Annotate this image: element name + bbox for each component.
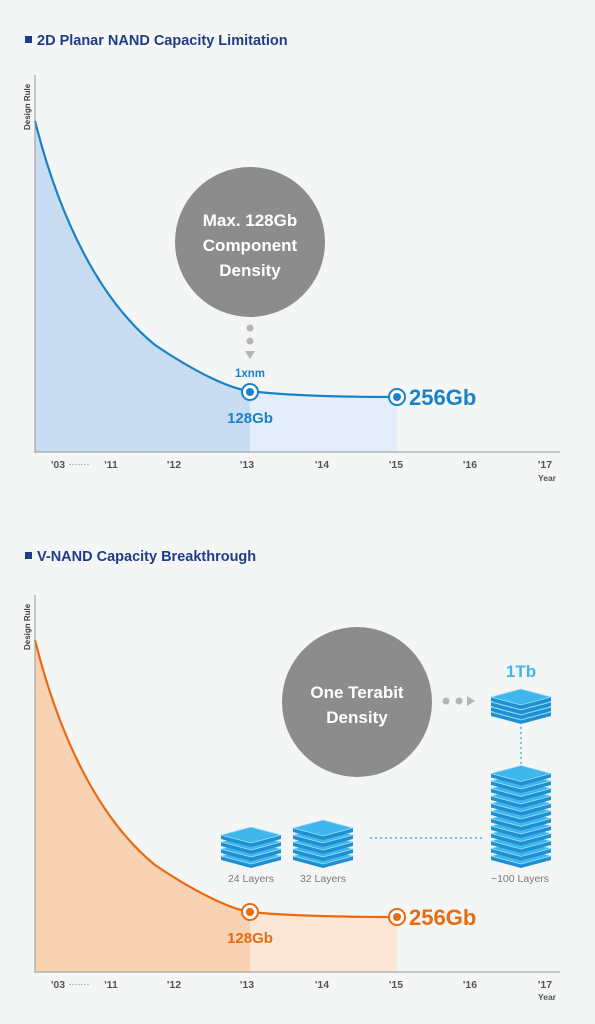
bubble-line-3: Density <box>219 261 281 280</box>
area-fill-light <box>250 912 397 972</box>
stack-label-24: 24 Layers <box>228 873 274 885</box>
arrow-right-icon <box>467 696 475 706</box>
process-node-label: 1xnm <box>235 368 265 380</box>
stack-layer-side <box>293 856 353 868</box>
point-marker-inner <box>393 913 401 921</box>
bubble-text: One Terabit Density <box>310 683 404 727</box>
point-marker-inner <box>393 393 401 401</box>
x-tick-16: '16 <box>463 459 477 471</box>
arrow-down-icon <box>245 351 255 359</box>
stack-layer-side <box>491 788 551 801</box>
area-fill <box>35 640 250 972</box>
stack-layer-side <box>491 826 551 838</box>
x-tick-03: '03 <box>51 459 65 471</box>
stack-layer-side <box>491 773 551 786</box>
point-label-128gb: 128Gb <box>227 930 273 947</box>
stack-layer-side <box>491 702 551 714</box>
series-line <box>33 639 398 919</box>
dot <box>246 324 254 332</box>
callout-bubble <box>282 627 432 777</box>
bubble-line-2: Density <box>326 708 388 727</box>
x-tick-16: '16 <box>463 979 477 991</box>
chart-title: V-NAND Capacity Breakthrough <box>37 549 256 565</box>
bubble-line-2: Component <box>203 236 298 255</box>
x-tick-11: '11 <box>104 459 118 471</box>
stack-layer-side <box>293 842 353 854</box>
dot <box>246 337 254 345</box>
stack-layer <box>219 826 283 844</box>
stack-layer <box>489 688 553 706</box>
stack-layer-side <box>221 849 281 861</box>
point-label-128gb: 128Gb <box>227 410 273 427</box>
stack-layer-side <box>491 841 551 853</box>
point-label-256gb: 256Gb <box>409 385 476 410</box>
stack-layer-side <box>491 803 551 816</box>
stack-layer-side <box>491 697 551 709</box>
stack-layer-side <box>221 835 281 847</box>
dot <box>442 697 450 705</box>
title-marker <box>25 36 32 43</box>
y-axis-label: Design Rule <box>23 83 32 130</box>
stack-layer <box>489 765 553 782</box>
stack-layer-side <box>293 828 353 840</box>
x-tick-14: '14 <box>315 979 329 991</box>
callout-bubble <box>175 167 325 317</box>
vnand-chart: V-NAND Capacity Breakthrough Design Rule… <box>23 549 560 1002</box>
stack-layer-side <box>491 811 551 823</box>
stack-layer-side <box>491 856 551 868</box>
x-tick-17: '17 <box>538 459 552 471</box>
planar-nand-chart: 2D Planar NAND Capacity Limitation Desig… <box>23 33 560 483</box>
x-axis-label: Year <box>538 992 557 1002</box>
stack-layer-side <box>293 849 353 861</box>
x-tick-gap: ······· <box>69 979 90 989</box>
stack-layer-side <box>491 796 551 808</box>
x-tick-15: '15 <box>389 979 403 991</box>
stack-layer-side <box>491 818 551 831</box>
stack-layer-side <box>491 781 551 793</box>
title-marker <box>25 552 32 559</box>
stack-layer-side <box>293 835 353 847</box>
bubble-text: Max. 128Gb Component Density <box>203 211 298 280</box>
cell-stack-24-layers-icon <box>219 826 283 868</box>
x-axis-label: Year <box>538 473 557 483</box>
stack-label-100: ~100 Layers <box>491 873 549 885</box>
chart-title: 2D Planar NAND Capacity Limitation <box>37 33 288 49</box>
x-tick-17: '17 <box>538 979 552 991</box>
bubble-line-1: One Terabit <box>310 683 404 702</box>
bubble-line-1: Max. 128Gb <box>203 211 298 230</box>
point-label-256gb: 256Gb <box>409 905 476 930</box>
x-tick-gap: ······· <box>69 459 90 469</box>
area-fill <box>35 121 250 452</box>
dot <box>455 697 463 705</box>
stack-layer-side <box>221 842 281 854</box>
x-tick-12: '12 <box>167 459 181 471</box>
x-tick-03: '03 <box>51 979 65 991</box>
x-tick-11: '11 <box>104 979 118 991</box>
cell-stack-1tb-icon <box>489 688 553 724</box>
stack-layer-side <box>491 848 551 861</box>
stack-layer-side <box>221 856 281 868</box>
area-fill-light <box>250 391 397 452</box>
cell-stack-32-layers-icon <box>291 819 355 868</box>
y-axis-label: Design Rule <box>23 603 32 650</box>
cell-stack-100-layers-icon <box>489 765 553 868</box>
x-tick-12: '12 <box>167 979 181 991</box>
stack-layer-side <box>491 707 551 719</box>
x-tick-15: '15 <box>389 459 403 471</box>
x-tick-14: '14 <box>315 459 329 471</box>
stack-layer <box>291 819 355 837</box>
series-line <box>33 120 398 399</box>
stack-layer-side <box>491 833 551 846</box>
stack-label-32: 32 Layers <box>300 873 346 885</box>
target-capacity-label: 1Tb <box>506 662 536 681</box>
x-tick-13: '13 <box>240 979 254 991</box>
point-marker-inner <box>246 908 254 916</box>
point-marker-inner <box>246 388 254 396</box>
stack-layer-side <box>491 712 551 724</box>
x-tick-13: '13 <box>240 459 254 471</box>
